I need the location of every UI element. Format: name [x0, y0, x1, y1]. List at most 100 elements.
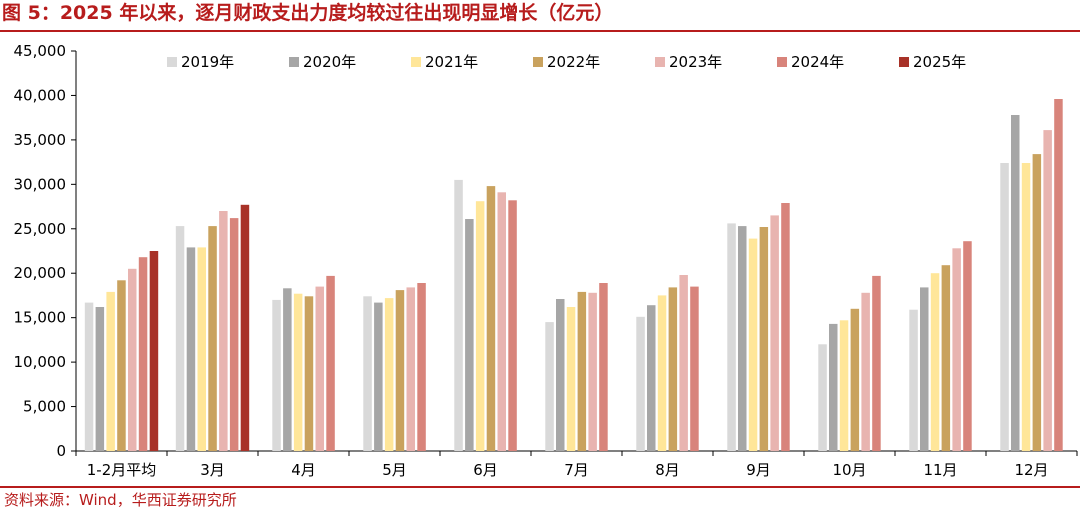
bar: [941, 265, 951, 451]
x-tick-label: 9月: [746, 461, 771, 479]
bar: [293, 293, 303, 451]
x-tick-label: 3月: [200, 461, 225, 479]
bar: [679, 275, 688, 451]
legend-swatch: [411, 57, 421, 67]
y-tick-label: 30,000: [14, 175, 67, 193]
bar: [486, 186, 496, 451]
bar: [175, 226, 185, 451]
y-tick-label: 5,000: [23, 398, 66, 416]
bar: [138, 257, 148, 451]
legend-swatch: [533, 57, 543, 67]
bar: [829, 323, 838, 451]
y-tick-label: 35,000: [14, 131, 67, 149]
x-tick-label: 12月: [1014, 461, 1048, 479]
bar: [283, 288, 292, 451]
bar: [556, 299, 565, 451]
bar: [128, 268, 137, 451]
y-tick-label: 45,000: [14, 42, 67, 60]
bar: [497, 192, 506, 452]
bar: [406, 287, 415, 451]
bar: [738, 226, 747, 451]
bar: [417, 283, 426, 451]
bar: [818, 344, 827, 451]
bar: [850, 308, 860, 451]
bar: [374, 302, 383, 451]
bar: [326, 275, 335, 451]
bar: [508, 200, 517, 451]
bar: [117, 280, 126, 451]
source-note: 资料来源：Wind，华西证券研究所: [4, 491, 237, 509]
bar: [454, 179, 463, 451]
x-tick-label: 7月: [564, 461, 589, 479]
bar: [748, 238, 758, 451]
title-divider: [0, 30, 1080, 32]
y-tick-label: 0: [56, 442, 66, 460]
bar: [1011, 115, 1020, 451]
bar: [839, 320, 849, 451]
bar: [272, 299, 281, 451]
page-title: 图 5：2025 年以来，逐月财政支出力度均较过往出现明显增长（亿元）: [2, 2, 614, 24]
bar: [566, 307, 576, 451]
y-tick-label: 20,000: [14, 264, 67, 282]
legend-swatch: [167, 57, 177, 67]
bar: [304, 296, 314, 451]
bar: [240, 204, 250, 451]
bar: [1000, 163, 1009, 451]
bar: [781, 203, 790, 451]
bar: [647, 305, 656, 451]
source-divider: [0, 486, 1080, 488]
bar: [930, 273, 940, 451]
bar: [545, 322, 554, 451]
bar: [465, 219, 474, 451]
y-tick-label: 10,000: [14, 353, 67, 371]
bar: [1032, 154, 1042, 451]
bar: [1021, 163, 1031, 451]
y-tick-label: 40,000: [14, 86, 67, 104]
bar: [1043, 130, 1052, 451]
bar: [229, 218, 239, 451]
bar: [197, 247, 206, 451]
x-tick-label: 8月: [655, 461, 680, 479]
legend-label: 2023年: [669, 53, 722, 71]
bar: [588, 292, 597, 451]
chart-bars: [84, 99, 1063, 452]
x-tick-label: 10月: [832, 461, 866, 479]
bar: [690, 286, 699, 451]
bar: [363, 296, 372, 451]
bar: [636, 316, 645, 451]
legend-swatch: [777, 57, 787, 67]
legend-label: 2022年: [547, 53, 600, 71]
bar: [872, 275, 881, 451]
chart-legend: 2019年 2020年 2021年 2022年 2023年 2024年 2025年: [167, 53, 966, 71]
bar: [395, 290, 405, 451]
bar: [952, 248, 961, 451]
bar: [149, 251, 159, 451]
legend-label: 2021年: [425, 53, 478, 71]
x-tick-label: 4月: [291, 461, 316, 479]
bar: [315, 286, 324, 451]
bar: [577, 291, 587, 451]
bar: [1054, 99, 1063, 451]
x-tick-label: 6月: [473, 461, 498, 479]
bar-chart: 2019年 2020年 2021年 2022年 2023年 2024年 2025年 0 5,0…: [14, 42, 1078, 479]
bar: [727, 223, 736, 451]
y-tick-label: 15,000: [14, 309, 67, 327]
legend-label: 2019年: [181, 53, 234, 71]
bar: [963, 241, 972, 451]
legend-swatch: [289, 57, 299, 67]
legend-swatch: [655, 57, 665, 67]
y-tick-label: 25,000: [14, 220, 67, 238]
legend-label: 2024年: [791, 53, 844, 71]
bar: [657, 295, 667, 451]
bar: [920, 287, 929, 451]
x-tick-label: 11月: [923, 461, 957, 479]
bar: [186, 247, 196, 451]
bar: [599, 283, 608, 451]
bar: [668, 287, 678, 451]
bar: [208, 226, 217, 451]
bar: [219, 211, 228, 451]
bar: [861, 292, 870, 451]
bar: [84, 302, 94, 451]
bar: [95, 307, 105, 451]
bar: [909, 309, 918, 451]
